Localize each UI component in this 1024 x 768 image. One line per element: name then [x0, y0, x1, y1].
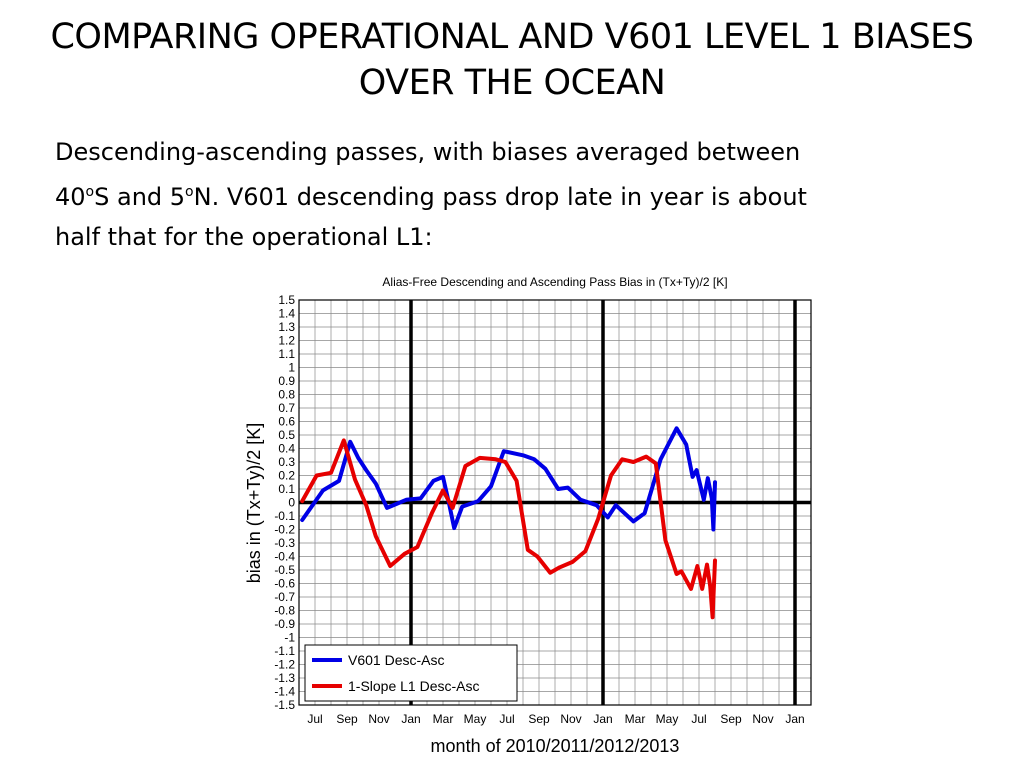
y-tick-label: -0.8 — [274, 604, 295, 618]
y-axis-title: bias in (Tx+Ty)/2 [K] — [244, 423, 264, 584]
y-tick-label: -1.4 — [274, 685, 295, 699]
legend-box — [304, 644, 518, 702]
x-tick-label: Sep — [720, 712, 742, 726]
body-text-2: 40 — [55, 183, 86, 211]
x-tick-label: Jul — [307, 712, 322, 726]
x-tick-label: Jul — [499, 712, 514, 726]
y-tick-label: -0.3 — [274, 536, 295, 550]
x-tick-label: Mar — [625, 712, 646, 726]
slide-title-line2: OVER THE OCEAN — [358, 63, 666, 103]
x-tick-label: Nov — [560, 712, 581, 726]
y-tick-label: 1.3 — [278, 320, 295, 334]
x-tick-label: Nov — [752, 712, 773, 726]
y-tick-label: -1.5 — [274, 698, 295, 712]
y-tick-label: 0.3 — [278, 455, 295, 469]
chart-title: Alias-Free Descending and Ascending Pass… — [382, 275, 727, 289]
y-tick-label: 0.6 — [278, 415, 295, 429]
x-tick-label: May — [464, 712, 487, 726]
x-tick-label: Sep — [336, 712, 358, 726]
y-tick-label: 1.5 — [278, 293, 295, 307]
y-tick-label: 0.2 — [278, 469, 295, 483]
y-tick-label: -0.5 — [274, 563, 295, 577]
y-tick-label: -0.6 — [274, 577, 295, 591]
y-tick-label: 0.7 — [278, 401, 295, 415]
x-tick-label: Jan — [401, 712, 420, 726]
body-text-1: Descending-ascending passes, with biases… — [55, 138, 801, 166]
y-tick-label: 0.8 — [278, 388, 295, 402]
x-tick-label: Mar — [433, 712, 454, 726]
y-tick-label: 0.4 — [278, 442, 295, 456]
slide-body-text: Descending-ascending passes, with biases… — [55, 132, 955, 257]
y-tick-label: 1.1 — [278, 347, 295, 361]
y-tick-labels: 1.51.41.31.21.110.90.80.70.60.50.40.30.2… — [274, 293, 295, 712]
y-tick-label: -0.9 — [274, 617, 295, 631]
legend-label-v601: V601 Desc-Asc — [348, 652, 444, 668]
y-tick-label: 0 — [288, 496, 295, 510]
y-tick-label: -1.2 — [274, 658, 295, 672]
y-tick-label: -0.4 — [274, 550, 295, 564]
y-tick-label: -0.1 — [274, 509, 295, 523]
body-text-4: N. V601 descending pass drop late in yea… — [193, 183, 807, 211]
y-tick-label: 0.9 — [278, 374, 295, 388]
legend-label-l1: 1-Slope L1 Desc-Asc — [348, 678, 480, 694]
slide-title-line1: COMPARING OPERATIONAL AND V601 LEVEL 1 B… — [50, 17, 974, 57]
x-tick-label: Nov — [368, 712, 389, 726]
x-tick-label: Jul — [691, 712, 706, 726]
degree-sup-2: o — [185, 184, 194, 200]
chart-legend: V601 Desc-Asc 1-Slope L1 Desc-Asc — [304, 644, 518, 702]
y-tick-label: 1 — [288, 361, 295, 375]
y-tick-label: -1.3 — [274, 671, 295, 685]
x-tick-label: Sep — [528, 712, 550, 726]
series-lines — [300, 426, 717, 620]
y-tick-label: -0.2 — [274, 523, 295, 537]
series-line-l1 — [300, 438, 717, 620]
slide-title: COMPARING OPERATIONAL AND V601 LEVEL 1 B… — [0, 14, 1024, 106]
x-tick-label: Jan — [785, 712, 804, 726]
body-text-3: S and 5 — [94, 183, 186, 211]
x-axis-title: month of 2010/2011/2012/2013 — [431, 736, 680, 756]
plot-frame — [298, 299, 812, 706]
x-tick-labels: Jul Sep Nov Jan Mar May Jul Sep Nov Jan Mar May Jul S… — [307, 712, 804, 726]
x-tick-label: Jan — [593, 712, 612, 726]
degree-sup-1: o — [85, 184, 95, 200]
body-text-5: half that for the operational L1: — [55, 223, 433, 251]
series-line-v601 — [300, 426, 717, 532]
y-tick-label: 1.4 — [278, 307, 295, 321]
y-tick-label: -0.7 — [274, 590, 295, 604]
y-tick-label: 0.1 — [278, 482, 295, 496]
y-tick-label: -1.1 — [274, 644, 295, 658]
y-tick-label: -1 — [284, 631, 295, 645]
y-tick-label: 1.2 — [278, 334, 295, 348]
y-tick-label: 0.5 — [278, 428, 295, 442]
x-tick-label: May — [656, 712, 679, 726]
